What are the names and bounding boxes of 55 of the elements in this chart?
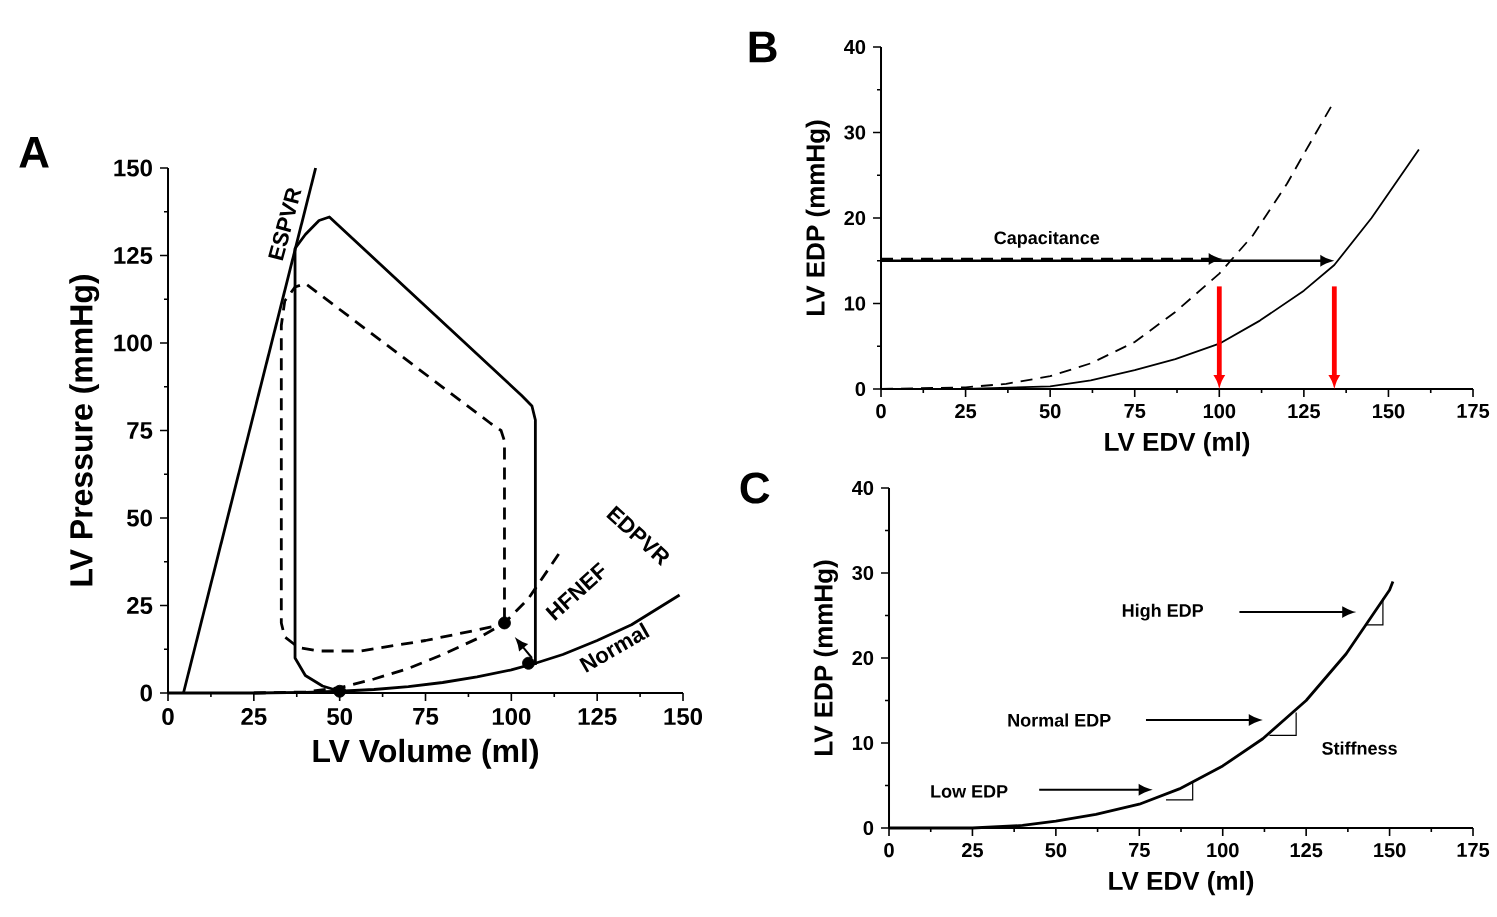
chart-title: C xyxy=(740,472,770,504)
x-tick-label: 75 xyxy=(1124,404,1146,419)
x-tick-label: 150 xyxy=(1373,404,1405,419)
y-tick-label: 0 xyxy=(140,684,152,702)
x-tick-label: 25 xyxy=(241,708,267,726)
y-tick-label: 0 xyxy=(863,820,874,836)
annotation: Low EDP xyxy=(931,785,1008,798)
x-tick-label: 100 xyxy=(1207,843,1239,858)
x-tick-label: 0 xyxy=(876,404,886,419)
y-tick-label: 0 xyxy=(855,381,866,397)
y-tick-label: 10 xyxy=(844,296,866,311)
x-tick-label: 125 xyxy=(578,708,617,726)
annotation: Normal EDP xyxy=(1008,713,1111,727)
y-tick-label: 30 xyxy=(844,125,866,140)
annotation: ESPVR xyxy=(268,188,302,261)
y-tick-label: 10 xyxy=(852,735,874,751)
x-tick-label: 50 xyxy=(1045,843,1067,858)
x-tick-label: 50 xyxy=(327,708,353,726)
y-tick-label: 125 xyxy=(114,247,153,264)
x-tick-label: 25 xyxy=(962,843,984,858)
annotation: Capacitance xyxy=(994,230,1100,248)
y-tick-label: 20 xyxy=(852,650,874,666)
x-axis-title: LV EDV (ml) xyxy=(1109,870,1254,896)
x-tick-label: 125 xyxy=(1290,843,1323,858)
y-tick-label: 25 xyxy=(127,597,153,614)
x-tick-label: 100 xyxy=(492,708,531,726)
x-tick-label: 0 xyxy=(162,708,174,726)
x-tick-label: 0 xyxy=(884,843,894,858)
x-tick-label: 100 xyxy=(1203,404,1236,419)
y-tick-label: 75 xyxy=(127,422,153,439)
annotation: High EDP xyxy=(1122,603,1204,621)
annotation: Stiffness xyxy=(1322,741,1397,755)
x-tick-label: 75 xyxy=(413,708,439,725)
y-tick-label: 20 xyxy=(844,210,866,226)
y-axis-title: LV Pressure (mmHg) xyxy=(69,275,100,586)
x-tick-label: 50 xyxy=(1039,404,1061,419)
y-tick-label: 30 xyxy=(852,565,874,581)
x-tick-label: 75 xyxy=(1129,843,1150,858)
x-axis-title: LV EDV (ml) xyxy=(1105,431,1250,457)
x-tick-label: 175 xyxy=(1457,404,1490,419)
x-tick-label: 150 xyxy=(1374,843,1406,858)
x-tick-label: 25 xyxy=(955,404,977,419)
x-tick-label: 150 xyxy=(664,708,703,726)
x-axis-title: LV Volume (ml) xyxy=(313,738,538,769)
chart-title: A xyxy=(19,137,49,168)
y-tick-label: 40 xyxy=(852,480,874,496)
y-tick-label: 100 xyxy=(114,334,152,352)
y-axis-title: LV EDP (mmHg) xyxy=(813,560,838,755)
x-tick-label: 175 xyxy=(1457,843,1490,858)
y-axis-title: LV EDP (mmHg) xyxy=(805,120,830,315)
y-tick-label: 50 xyxy=(127,509,152,527)
chart-title: B xyxy=(749,31,777,63)
y-tick-label: 150 xyxy=(114,159,152,177)
x-tick-label: 125 xyxy=(1288,404,1320,419)
y-tick-label: 40 xyxy=(844,39,866,55)
